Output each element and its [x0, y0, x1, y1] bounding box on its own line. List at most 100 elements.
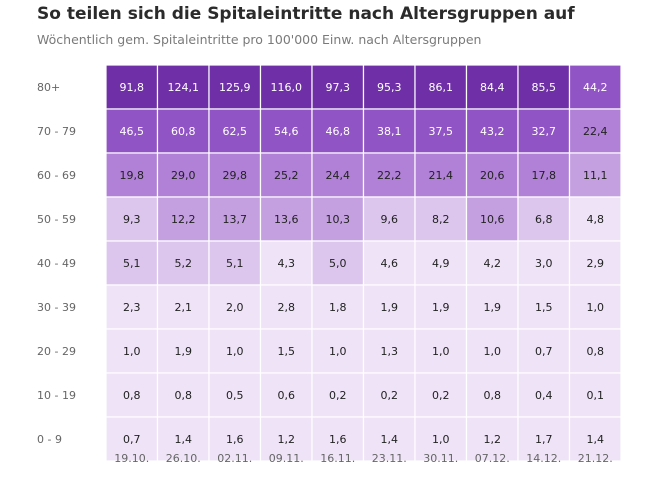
cell-value: 22,2	[377, 169, 402, 182]
cell-value: 10,3	[326, 213, 351, 226]
heatmap-cell	[414, 240, 468, 286]
cell-value: 1,6	[329, 433, 347, 446]
heatmap-cell	[259, 152, 313, 198]
row-label: 30 - 39	[37, 301, 76, 314]
cell-value: 13,7	[223, 213, 248, 226]
cell-value: 1,4	[175, 433, 193, 446]
heatmap-cell	[259, 64, 313, 110]
cell-value: 29,0	[171, 169, 196, 182]
column-label: 14.12.	[526, 452, 561, 465]
cell-value: 37,5	[429, 125, 454, 138]
cell-value: 1,9	[432, 301, 450, 314]
cell-value: 1,9	[381, 301, 399, 314]
heatmap-cell	[517, 196, 571, 242]
cell-value: 43,2	[480, 125, 505, 138]
cell-value: 85,5	[532, 81, 557, 94]
cell-value: 1,2	[278, 433, 296, 446]
cell-value: 5,0	[329, 257, 347, 270]
cell-value: 84,4	[480, 81, 505, 94]
cell-value: 54,6	[274, 125, 299, 138]
column-label: 07.12.	[475, 452, 510, 465]
cell-value: 1,4	[587, 433, 605, 446]
cell-value: 2,8	[278, 301, 296, 314]
cell-value: 124,1	[168, 81, 200, 94]
cell-value: 4,2	[484, 257, 502, 270]
cell-value: 8,2	[432, 213, 450, 226]
cell-value: 4,6	[381, 257, 399, 270]
cell-value: 5,2	[175, 257, 193, 270]
cell-value: 12,2	[171, 213, 196, 226]
heatmap-cell	[414, 372, 468, 418]
column-label: 19.10.	[114, 452, 149, 465]
cell-value: 1,7	[535, 433, 553, 446]
heatmap-cell	[259, 196, 313, 242]
cell-value: 19,8	[120, 169, 145, 182]
heatmap-cell	[362, 416, 416, 462]
cell-value: 97,3	[326, 81, 351, 94]
cell-value: 2,1	[175, 301, 193, 314]
cell-value: 22,4	[583, 125, 608, 138]
row-label: 50 - 59	[37, 213, 76, 226]
heatmap-cell	[465, 108, 519, 154]
cell-value: 1,2	[484, 433, 502, 446]
heatmap-cell	[311, 372, 365, 418]
heatmap-cell	[156, 240, 210, 286]
column-label: 09.11.	[269, 452, 304, 465]
cell-value: 0,7	[123, 433, 141, 446]
heatmap-cell	[105, 328, 159, 374]
heatmap-cell	[568, 240, 622, 286]
heatmap-cell	[517, 284, 571, 330]
heatmap-cell	[259, 372, 313, 418]
heatmap-cell	[156, 372, 210, 418]
cell-value: 0,2	[432, 389, 450, 402]
row-label: 70 - 79	[37, 125, 76, 138]
heatmap-cell	[568, 152, 622, 198]
cell-value: 2,9	[587, 257, 605, 270]
cell-value: 4,8	[587, 213, 605, 226]
cell-value: 1,5	[278, 345, 296, 358]
cell-value: 24,4	[326, 169, 351, 182]
cell-value: 13,6	[274, 213, 299, 226]
heatmap-cell	[156, 328, 210, 374]
cell-value: 3,0	[535, 257, 553, 270]
cell-value: 46,5	[120, 125, 145, 138]
heatmap-cell	[414, 328, 468, 374]
column-label: 23.11.	[372, 452, 407, 465]
heatmap-cell	[311, 196, 365, 242]
cell-value: 116,0	[271, 81, 303, 94]
heatmap-cell	[517, 416, 571, 462]
heatmap-cell	[465, 328, 519, 374]
heatmap-cell	[568, 196, 622, 242]
heatmap-cell	[465, 240, 519, 286]
cell-value: 60,8	[171, 125, 196, 138]
cell-value: 0,7	[535, 345, 553, 358]
cell-value: 17,8	[532, 169, 557, 182]
cell-value: 1,0	[432, 345, 450, 358]
heatmap-cell	[105, 64, 159, 110]
cell-value: 1,9	[175, 345, 193, 358]
heatmap-cell	[105, 372, 159, 418]
cell-value: 0,8	[484, 389, 502, 402]
heatmap-cell	[156, 416, 210, 462]
cell-value: 0,5	[226, 389, 244, 402]
cell-value: 10,6	[480, 213, 505, 226]
cell-value: 44,2	[583, 81, 608, 94]
cell-value: 11,1	[583, 169, 608, 182]
cell-value: 21,4	[429, 169, 454, 182]
heatmap-cell	[362, 328, 416, 374]
column-label: 02.11.	[217, 452, 252, 465]
chart-title: So teilen sich die Spitaleintritte nach …	[37, 4, 575, 24]
cell-value: 4,9	[432, 257, 450, 270]
row-label: 60 - 69	[37, 169, 76, 182]
heatmap-cell	[517, 108, 571, 154]
heatmap-cell	[517, 64, 571, 110]
heatmap-cell	[208, 240, 262, 286]
cell-value: 1,6	[226, 433, 244, 446]
heatmap-cell	[362, 64, 416, 110]
heatmap-cell	[208, 328, 262, 374]
cell-value: 62,5	[223, 125, 248, 138]
cell-value: 95,3	[377, 81, 402, 94]
row-label: 20 - 29	[37, 345, 76, 358]
heatmap-cell	[465, 372, 519, 418]
row-label: 40 - 49	[37, 257, 76, 270]
